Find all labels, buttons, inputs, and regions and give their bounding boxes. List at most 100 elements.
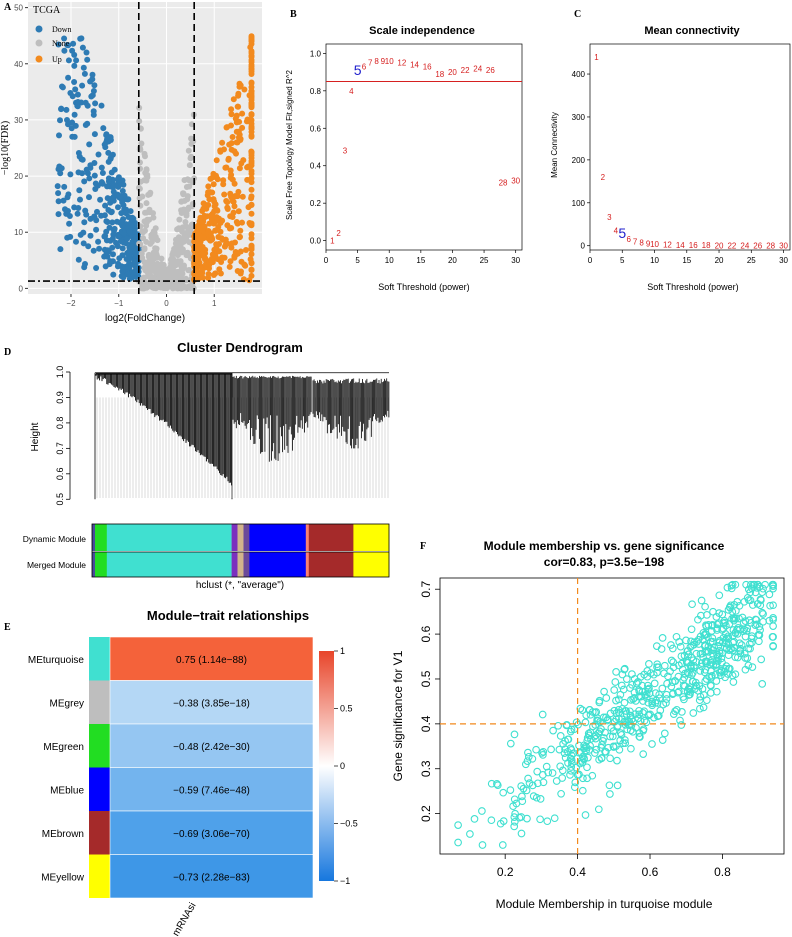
volcano-point-up [213,241,220,248]
gene-point [578,706,587,714]
volcano-point-down [68,125,75,132]
gene-point [671,677,679,685]
gene-point [532,745,540,754]
gene-point [724,640,733,648]
volcano-point-up [238,258,245,265]
volcano-point-up [229,214,236,220]
correlation-value-label: −0.69 (3.06e−70) [173,829,250,840]
volcano-point-up [226,141,233,148]
volcano-point-up [248,125,255,132]
gene-point [632,679,641,688]
y-tick-label: 300 [572,113,586,122]
gene-point [708,637,717,646]
power-label: 16 [423,62,432,71]
dynamic-module-segment [237,524,244,551]
gene-point [715,609,723,617]
volcano-point-down [118,210,125,217]
gene-point [602,713,610,722]
gene-point [517,829,526,838]
volcano-point-none [158,255,165,262]
volcano-point-none [159,263,166,270]
membership-scatter-title: Module membership vs. gene significance [484,539,725,553]
power-label: 10 [650,240,659,249]
x-tick-label: 0 [324,256,329,265]
volcano-point-down [95,238,102,245]
volcano-point-down [103,139,110,146]
gene-point [611,678,620,686]
gene-point [646,710,654,719]
volcano-point-down [90,88,97,94]
volcano-legend: Down None Up [35,25,72,64]
gene-point [648,740,656,748]
gene-point [731,653,740,662]
volcano-point-down [115,233,122,240]
volcano-point-up [225,155,232,162]
volcano-point-down [103,131,110,138]
gene-point [666,667,674,676]
membership-scatter-subtitle: cor=0.83, p=3.5e−198 [544,555,665,569]
x-tick-label: 25 [480,256,489,265]
gene-point [741,654,750,662]
volcano-point-up [196,270,203,277]
merged-module-segment [308,552,354,577]
gene-point [645,660,653,668]
x-tick-label: 0.2 [497,865,514,879]
volcano-point-none [169,251,176,258]
volcano-point-down [67,233,74,240]
gene-point [697,659,706,667]
gene-point [711,671,719,679]
volcano-point-up [218,259,225,265]
volcano-point-down [82,207,89,214]
volcano-point-up [210,170,217,177]
gene-point [744,585,753,594]
volcano-point-up [214,207,221,214]
gene-point [713,626,721,634]
volcano-point-up [219,139,226,146]
volcano-point-down [110,231,117,238]
volcano-point-down [73,57,80,64]
gene-point [626,684,634,692]
gene-point [757,655,766,664]
gene-point [588,771,597,780]
gene-point [511,809,519,818]
gene-point [605,781,614,790]
volcano-point-none [174,268,181,275]
volcano-point-up [209,212,216,219]
gene-point [567,725,576,734]
x-tick-label: 0.6 [642,865,659,879]
volcano-point-none [171,274,178,281]
volcano-point-up [205,271,212,277]
gene-point [688,600,696,609]
volcano-point-down [104,195,111,202]
volcano-point-down [124,235,131,242]
volcano-point-down [117,193,124,200]
gene-point [524,752,533,761]
scale-independence-title: Scale independence [369,25,475,37]
panel-letter-d: D [4,347,11,358]
gene-point [550,814,559,823]
volcano-point-up [194,252,201,259]
selected-power-label: 5 [354,62,362,78]
gene-point [499,788,508,797]
power-label: 3 [607,213,612,222]
gene-point [644,711,653,720]
membership-plot-frame [439,577,785,855]
volcano-point-down [97,196,104,203]
volcano-point-up [248,34,255,41]
gene-point [630,694,639,702]
volcano-point-down [126,228,133,235]
volcano-point-down [78,156,85,163]
volcano-point-down [93,265,100,271]
gene-point [638,687,647,696]
volcano-point-down [98,212,105,219]
volcano-point-up [220,177,227,184]
power-label: 24 [473,64,482,73]
volcano-point-up [246,117,253,124]
module-color-swatch [89,767,110,811]
merged-module-segment [237,552,244,577]
module-color-bars [92,524,390,577]
gene-point [554,721,562,730]
volcano-point-up [213,157,220,164]
volcano-point-down [84,56,91,63]
gene-point [613,756,621,765]
